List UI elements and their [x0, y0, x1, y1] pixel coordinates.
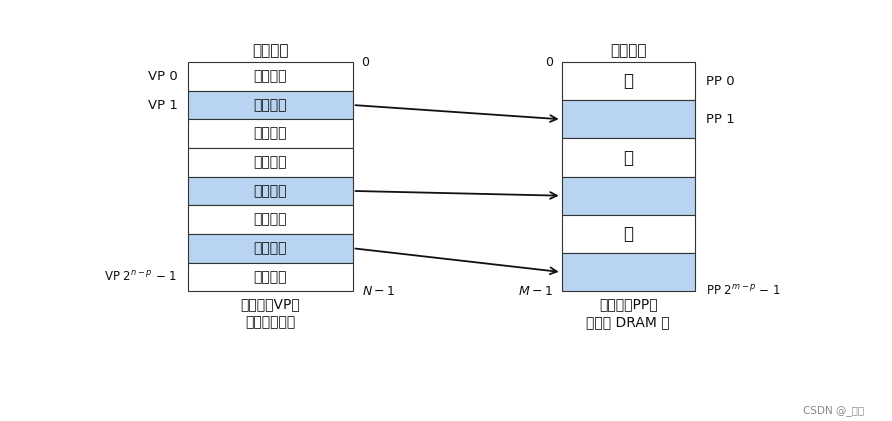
- Text: 空: 空: [624, 225, 633, 243]
- Text: VP 1: VP 1: [147, 99, 178, 112]
- Text: 未分配的: 未分配的: [253, 155, 287, 169]
- Bar: [188, 119, 352, 148]
- Bar: [188, 91, 352, 119]
- Text: $M-1$: $M-1$: [518, 285, 553, 298]
- Text: 虚拟页（VP）: 虚拟页（VP）: [241, 298, 301, 312]
- Text: PP $2^{m-p}$ $-$ 1: PP $2^{m-p}$ $-$ 1: [706, 284, 780, 298]
- Bar: [562, 177, 695, 215]
- Text: 未分配的: 未分配的: [253, 69, 287, 83]
- Bar: [562, 62, 695, 100]
- Text: 虚拟内存: 虚拟内存: [252, 43, 289, 58]
- Bar: [188, 177, 352, 205]
- Text: VP 0: VP 0: [148, 70, 178, 83]
- Bar: [562, 253, 695, 291]
- Text: PP 1: PP 1: [706, 113, 734, 126]
- Text: 已缓存的: 已缓存的: [253, 241, 287, 255]
- Bar: [188, 234, 352, 263]
- Bar: [562, 215, 695, 253]
- Text: 物理页（PP）: 物理页（PP）: [599, 298, 657, 312]
- Text: PP 0: PP 0: [706, 75, 734, 88]
- Bar: [188, 263, 352, 291]
- Bar: [562, 100, 695, 139]
- Text: 空: 空: [624, 72, 633, 90]
- Bar: [188, 62, 352, 91]
- Text: 未缓存的: 未缓存的: [253, 270, 287, 284]
- Bar: [188, 205, 352, 234]
- Text: 缓存在 DRAM 中: 缓存在 DRAM 中: [586, 315, 670, 329]
- Text: 已缓存的: 已缓存的: [253, 98, 287, 112]
- Text: 未缓存的: 未缓存的: [253, 127, 287, 141]
- Text: 存储在磁盘上: 存储在磁盘上: [245, 315, 295, 329]
- Text: 未缓存的: 未缓存的: [253, 213, 287, 226]
- Text: 0: 0: [361, 56, 369, 69]
- Text: 已缓存的: 已缓存的: [253, 184, 287, 198]
- Bar: [562, 139, 695, 177]
- Text: CSDN @_子居: CSDN @_子居: [803, 405, 864, 416]
- Text: 0: 0: [545, 56, 553, 69]
- Text: VP $2^{n-p}$ $-$ 1: VP $2^{n-p}$ $-$ 1: [104, 270, 178, 284]
- Text: 物理内存: 物理内存: [610, 43, 647, 58]
- Text: $N-1$: $N-1$: [361, 285, 395, 298]
- Bar: [188, 148, 352, 177]
- Text: 空: 空: [624, 149, 633, 167]
